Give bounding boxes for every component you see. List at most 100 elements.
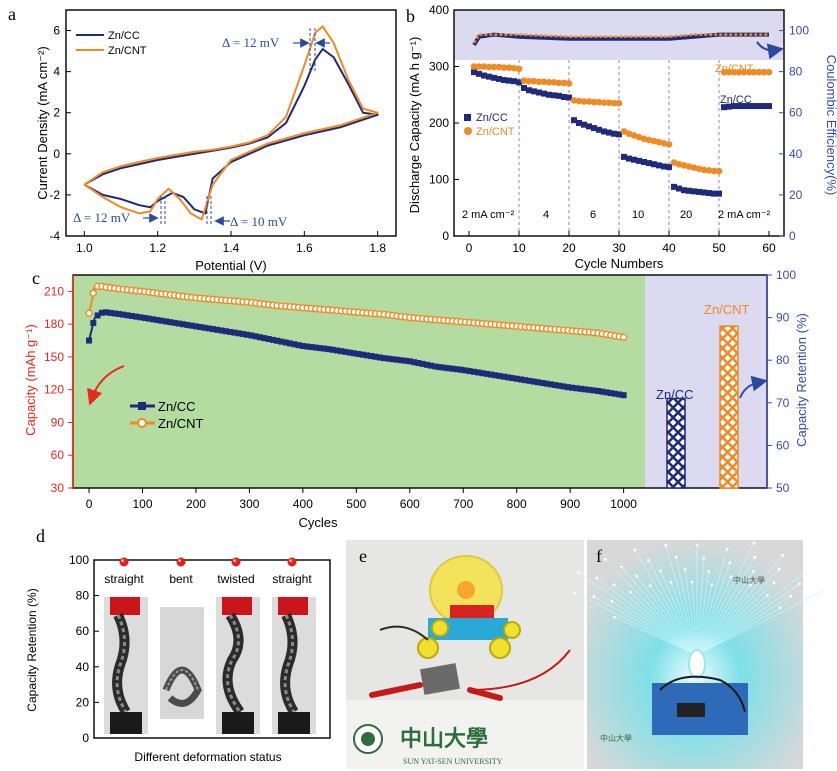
point-cnt-capacity — [505, 64, 513, 71]
annot-a-2: Δ = 12 mV — [73, 210, 131, 225]
y-tick-label: 100 — [429, 173, 449, 187]
point-cc — [458, 366, 465, 373]
panel-e-letter: e — [359, 546, 367, 566]
point-cc — [141, 314, 148, 321]
point-cc-capacity — [511, 78, 517, 85]
point-cc — [269, 336, 276, 343]
point-cc — [577, 385, 584, 392]
point-cc-capacity — [571, 117, 577, 124]
point-cc-capacity — [686, 187, 692, 194]
point-cc — [252, 333, 259, 340]
point-cc — [180, 321, 187, 328]
plot-c-axes: 0 100 200 300 400 500 600 700 800 900 1000 30 60 90 12… — [44, 268, 796, 511]
legend-b-cc: Zn/CC — [476, 112, 508, 124]
point-cnt-capacity — [590, 98, 598, 106]
point-cc — [470, 368, 477, 375]
x-tick-label: 900 — [560, 497, 580, 511]
point-cc — [184, 321, 191, 328]
point-cc-capacity — [581, 121, 587, 128]
retention-point-highlight — [121, 559, 125, 563]
plot-b-ylabel-right: Coulombic Efficiency(%) — [824, 55, 837, 196]
fiber-tip — [669, 580, 673, 584]
point-cc — [522, 377, 529, 384]
label-d-3: twisted — [217, 572, 254, 586]
point-cnt-capacity — [625, 130, 633, 138]
fiber-strand — [696, 557, 756, 656]
point-cc — [372, 353, 379, 360]
point-cc — [500, 373, 507, 380]
y-tick-label: 100 — [69, 553, 89, 567]
y-tick-label: 0 — [82, 731, 89, 745]
point-cc — [496, 372, 503, 379]
label-d-1: straight — [104, 572, 144, 586]
point-cc — [376, 354, 383, 361]
point-cc — [381, 355, 388, 362]
point-cc — [248, 332, 255, 339]
point-cc — [368, 353, 375, 360]
point-cc — [222, 328, 229, 335]
label-d-2: bent — [169, 572, 193, 586]
point-cc-capacity — [726, 103, 732, 110]
point-cnt — [89, 289, 98, 297]
point-cc — [616, 391, 623, 398]
point-cc — [488, 371, 495, 378]
point-cc-capacity — [636, 157, 642, 164]
cv-series-cnt — [83, 25, 379, 221]
fiber-strand — [696, 549, 728, 656]
y-tick-label: 0 — [442, 229, 449, 243]
plot-c-ylabel: Capacity (mAh g⁻¹) — [23, 324, 38, 436]
point-cc — [304, 343, 311, 350]
point-cc — [86, 337, 93, 344]
point-cc — [342, 348, 349, 355]
wheel-icon — [417, 637, 439, 659]
fiber-strand — [696, 588, 826, 656]
point-cc-capacity — [651, 161, 657, 168]
point-cc-capacity — [691, 188, 697, 195]
point-cc — [513, 375, 520, 382]
point-cnt-capacity — [650, 137, 658, 145]
point-cc — [535, 379, 542, 386]
x-tick-label: 300 — [239, 497, 259, 511]
point-cc — [158, 317, 165, 324]
point-cc-capacity — [716, 190, 722, 197]
point-cc — [547, 381, 554, 388]
point-cc — [334, 347, 341, 354]
rate-label-2: 4 — [543, 209, 549, 221]
point-cc — [466, 368, 473, 375]
panel-c: c 0 100 200 300 400 500 600 700 800 900 1000 30 60 90… — [23, 268, 809, 530]
point-cc — [227, 328, 234, 335]
fiber-tip — [695, 543, 699, 547]
fiber-strand — [696, 607, 781, 656]
point-cc — [603, 389, 610, 396]
point-cc — [505, 374, 512, 381]
point-cnt-capacity — [685, 163, 693, 170]
wheel-icon — [503, 621, 521, 639]
led-icon — [688, 649, 706, 679]
logo-e-cn: 中山大學 — [400, 726, 488, 751]
y-right-tick-label: 50 — [776, 481, 790, 495]
point-cc — [569, 384, 576, 391]
battery-photo-straight-2 — [272, 597, 316, 734]
point-cc-capacity — [711, 190, 717, 197]
fiber-strand — [696, 542, 755, 656]
point-cc-capacity — [701, 189, 707, 196]
point-cc-capacity — [766, 103, 772, 110]
point-cc-capacity — [731, 103, 737, 110]
plot-d-ylabel: Capacity Retention (%) — [25, 588, 39, 711]
point-cc — [560, 383, 567, 390]
point-cc-capacity — [536, 89, 542, 96]
point-cc — [103, 309, 110, 316]
point-cc — [137, 314, 144, 321]
point-cc — [462, 367, 469, 374]
point-cc — [423, 361, 430, 368]
point-cnt-capacity — [575, 97, 583, 105]
point-cnt-capacity — [665, 141, 673, 148]
point-cc — [188, 322, 195, 329]
panel-c-letter: c — [32, 268, 40, 288]
point-cc-capacity — [566, 94, 572, 101]
fiber-tip — [798, 582, 801, 586]
point-cnt-capacity — [655, 138, 663, 146]
point-cc-capacity — [526, 87, 532, 94]
panel-f-photo: 中山大學 中山大學 f — [573, 540, 828, 769]
alligator-clip-icon — [369, 682, 423, 698]
